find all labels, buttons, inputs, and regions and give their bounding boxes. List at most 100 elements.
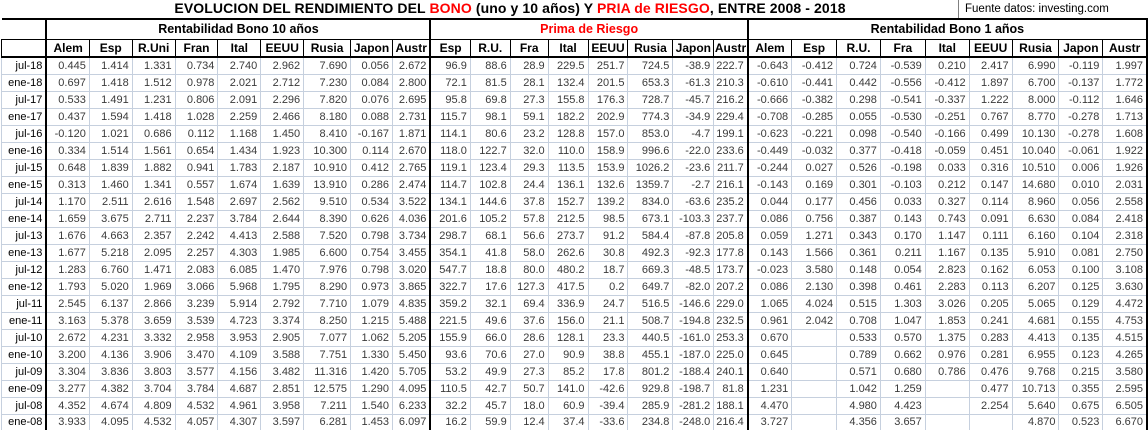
row-label[interactable]: jul-16 <box>1 125 48 143</box>
cell[interactable]: 80.6 <box>469 125 511 143</box>
cell[interactable]: 0.973 <box>350 278 393 296</box>
cell[interactable]: 7.820 <box>303 91 351 109</box>
cell[interactable]: 3.727 <box>746 414 792 430</box>
cell[interactable]: 3.675 <box>88 210 133 228</box>
cell[interactable]: 2.823 <box>924 261 970 279</box>
cell[interactable]: 1.222 <box>968 91 1013 109</box>
col-header-prima-austr[interactable]: Austr <box>713 39 748 58</box>
cell[interactable]: 4.681 <box>1011 312 1059 330</box>
cell[interactable]: 5.914 <box>217 295 261 313</box>
cell[interactable]: 1.147 <box>924 227 970 245</box>
cell[interactable]: -0.061 <box>1058 142 1103 160</box>
cell[interactable]: 32.1 <box>469 295 511 313</box>
cell[interactable]: 273.7 <box>547 227 589 245</box>
cell[interactable]: 4.156 <box>217 363 261 381</box>
cell[interactable]: 251.7 <box>587 57 628 75</box>
cell[interactable]: 95.8 <box>429 91 471 109</box>
cell[interactable]: 2.588 <box>260 227 304 245</box>
cell[interactable]: 1.608 <box>1102 125 1148 143</box>
cell[interactable]: -281.2 <box>672 397 714 415</box>
cell[interactable]: 59.9 <box>469 414 511 430</box>
cell[interactable]: 0.086 <box>746 278 792 296</box>
cell[interactable]: 0.734 <box>174 57 218 75</box>
cell[interactable]: 105.2 <box>469 210 511 228</box>
cell[interactable]: 4.231 <box>88 329 133 347</box>
cell[interactable]: 3.588 <box>260 346 304 364</box>
col-header-bono10-rusia[interactable]: Rusia <box>303 39 351 58</box>
cell[interactable]: 3.803 <box>131 363 176 381</box>
cell[interactable]: 38.8 <box>587 346 628 364</box>
cell[interactable]: 2.318 <box>1102 227 1148 245</box>
cell[interactable]: 96.9 <box>429 57 471 75</box>
cell[interactable]: 123.4 <box>469 159 511 177</box>
cell[interactable]: 0.055 <box>836 108 881 126</box>
cell[interactable]: -22.0 <box>672 142 714 160</box>
cell[interactable]: 0.533 <box>836 329 881 347</box>
cell[interactable]: 10.510 <box>1011 159 1059 177</box>
cell[interactable]: 7.077 <box>303 329 351 347</box>
cell[interactable]: 2.616 <box>131 193 176 211</box>
cell[interactable]: 3.865 <box>391 278 431 296</box>
cell[interactable]: 3.630 <box>1102 278 1148 296</box>
cell[interactable]: 1.420 <box>350 363 393 381</box>
cell[interactable]: 3.332 <box>131 329 176 347</box>
cell[interactable]: 69.4 <box>509 295 549 313</box>
cell[interactable]: 1.271 <box>791 227 837 245</box>
cell[interactable]: -87.8 <box>672 227 714 245</box>
cell[interactable]: 41.8 <box>469 244 511 262</box>
cell[interactable]: 0.241 <box>968 312 1013 330</box>
cell[interactable]: 4.532 <box>131 414 176 430</box>
cell[interactable]: -0.198 <box>879 159 926 177</box>
cell[interactable]: 516.5 <box>627 295 673 313</box>
cell[interactable]: 3.953 <box>217 329 261 347</box>
cell[interactable]: 1026.2 <box>627 159 673 177</box>
cell[interactable]: 2.257 <box>174 244 218 262</box>
cell[interactable]: 3.539 <box>174 312 218 330</box>
cell[interactable]: 0.789 <box>836 346 881 364</box>
cell[interactable]: 455.1 <box>627 346 673 364</box>
cell[interactable]: 7.751 <box>303 346 351 364</box>
cell[interactable]: 173.7 <box>713 261 748 279</box>
cell[interactable]: -0.103 <box>879 176 926 194</box>
col-header-prima-ital[interactable]: Ital <box>547 39 589 58</box>
cell[interactable]: -0.441 <box>791 74 837 92</box>
cell[interactable]: -161.0 <box>672 329 714 347</box>
cell[interactable]: 3.597 <box>260 414 304 430</box>
cell[interactable]: 0.675 <box>1058 397 1103 415</box>
row-label[interactable]: jul-09 <box>1 363 48 381</box>
cell[interactable]: 0.515 <box>836 295 881 313</box>
col-header-bono1-austr[interactable]: Austr <box>1102 39 1148 58</box>
cell[interactable]: 0.398 <box>836 278 881 296</box>
cell[interactable]: 2.800 <box>391 74 431 92</box>
cell[interactable]: 480.2 <box>547 261 589 279</box>
cell[interactable]: 0.215 <box>1058 363 1103 381</box>
cell[interactable]: 336.9 <box>547 295 589 313</box>
col-header-prima-esp[interactable]: Esp <box>429 39 471 58</box>
cell[interactable]: 0.114 <box>968 193 1013 211</box>
cell[interactable]: 440.5 <box>627 329 673 347</box>
cell[interactable]: 17.6 <box>469 278 511 296</box>
cell[interactable]: 17.8 <box>587 363 628 381</box>
cell[interactable]: 8.390 <box>303 210 351 228</box>
cell[interactable]: -34.9 <box>672 108 714 126</box>
cell[interactable]: 669.3 <box>627 261 673 279</box>
cell[interactable]: 6.207 <box>1011 278 1059 296</box>
row-label[interactable]: ene-12 <box>1 278 48 296</box>
cell[interactable]: 0.499 <box>968 125 1013 143</box>
cell[interactable]: 7.211 <box>303 397 351 415</box>
cell[interactable]: -63.6 <box>672 193 714 211</box>
cell[interactable]: 216.4 <box>713 414 748 430</box>
cell[interactable]: 0.086 <box>746 210 792 228</box>
cell[interactable]: 1.922 <box>1102 142 1148 160</box>
cell[interactable]: 4.136 <box>88 346 133 364</box>
cell[interactable]: -92.3 <box>672 244 714 262</box>
cell[interactable]: 1.677 <box>45 244 90 262</box>
cell[interactable]: 0.084 <box>1058 210 1103 228</box>
cell[interactable]: 0.286 <box>350 176 393 194</box>
cell[interactable]: 1.882 <box>131 159 176 177</box>
col-header-bono10-ital[interactable]: Ital <box>217 39 261 58</box>
cell[interactable]: 1.646 <box>1102 91 1148 109</box>
row-label[interactable]: jul-12 <box>1 261 48 279</box>
cell[interactable]: 0.056 <box>350 57 393 75</box>
cell[interactable]: 1.330 <box>350 346 393 364</box>
